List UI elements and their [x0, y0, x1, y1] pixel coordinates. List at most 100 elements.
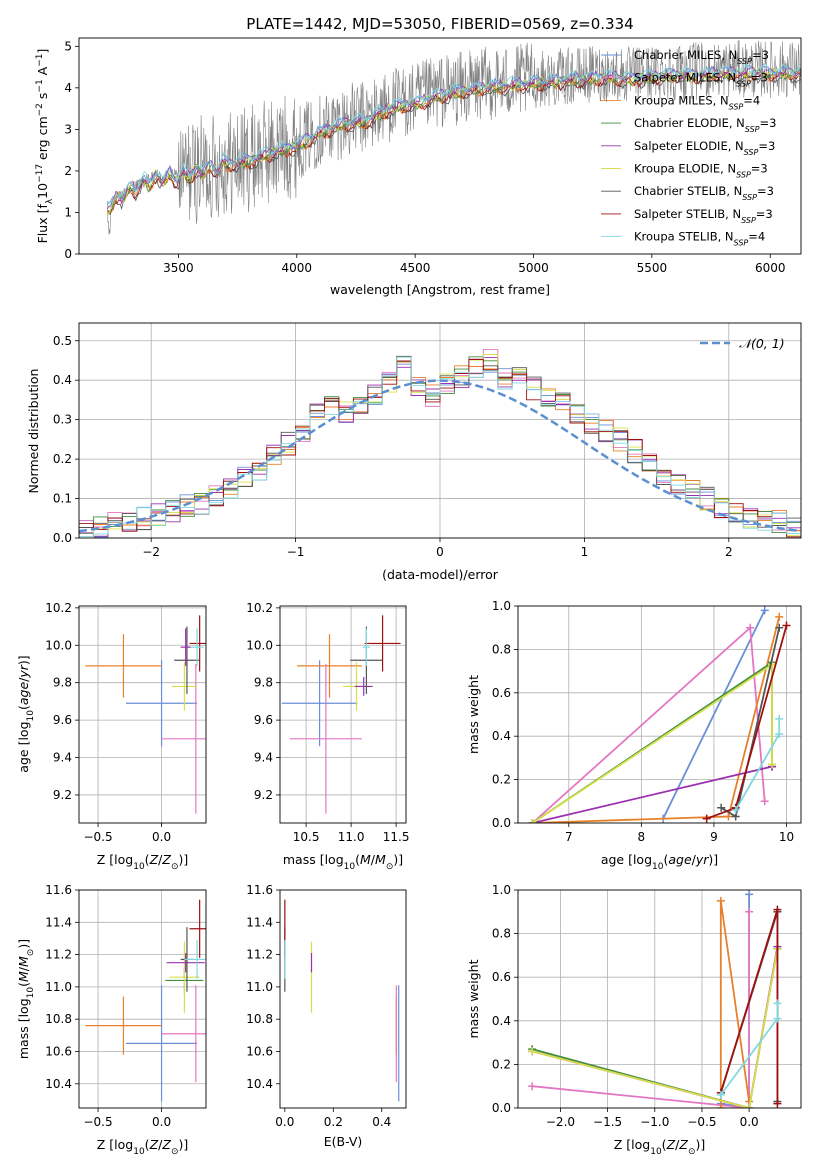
y-tick-label: 1.0 — [492, 883, 511, 897]
x-tick-label: 3500 — [163, 261, 194, 275]
y-axis-label: age [log10(age/yr)] — [16, 655, 36, 772]
y-tick-label: 1 — [64, 205, 72, 219]
x-tick-label: 9 — [710, 830, 718, 844]
plot-area — [518, 890, 801, 1108]
errorbar-kroupa-miles — [85, 996, 162, 1055]
y-tick-label: 9.6 — [53, 713, 72, 727]
x-tick-label: 2 — [725, 545, 733, 559]
x-tick-label: 0.0 — [275, 1115, 294, 1129]
y-tick-label: 10.6 — [246, 1044, 273, 1058]
y-tick-label: 10.6 — [45, 1044, 72, 1058]
y-tick-label: 9.6 — [254, 713, 273, 727]
weight-series-kroupa-stelib — [731, 714, 784, 814]
plot-area — [284, 899, 400, 1102]
weight-marker — [773, 905, 782, 914]
weight-line — [531, 625, 766, 823]
weight-marker — [702, 814, 711, 823]
y-tick-label: 0.6 — [492, 686, 511, 700]
y-tick-label: 10.4 — [45, 1077, 72, 1091]
x-tick-label: −1.0 — [640, 1115, 669, 1129]
y-tick-label: 9.8 — [53, 676, 72, 690]
y-tick-label: 9.2 — [254, 788, 273, 802]
legend-entry: Salpeter STELIB, NSSP=3 — [634, 207, 773, 225]
errorbar-chabrier-stelib — [174, 626, 200, 694]
axes-frame — [517, 605, 802, 824]
x-tick-label: −0.5 — [83, 1115, 112, 1129]
weight-marker — [782, 621, 791, 630]
x-axis-label: mass [log10(M/M⊙)] — [283, 852, 403, 872]
axes-frame — [517, 889, 802, 1109]
y-tick-label: 9.2 — [53, 788, 72, 802]
panel-weight_vs_age: 7 8 9 10 0.0 0.2 0.4 0.6 0.8 1.0 age [log10(age/yr… — [466, 599, 802, 872]
y-tick-label: 5 — [64, 39, 72, 53]
y-axis-label: Normed distribution — [26, 369, 41, 494]
x-tick-label: 4500 — [400, 261, 431, 275]
y-tick-label: 0.8 — [492, 927, 511, 941]
x-tick-label: 1 — [581, 545, 589, 559]
legend-entry: Chabrier STELIB, NSSP=3 — [634, 184, 774, 202]
y-tick-label: 11.2 — [246, 948, 273, 962]
plot-area — [79, 890, 206, 1108]
weight-marker — [746, 623, 755, 632]
weight-marker — [731, 805, 740, 814]
y-tick-label: 11.6 — [45, 883, 72, 897]
axes-frame — [78, 37, 802, 255]
y-tick-label: 0.0 — [492, 1101, 511, 1115]
x-tick-label: 0 — [436, 545, 444, 559]
plot-area — [280, 606, 406, 823]
weight-marker — [528, 1082, 537, 1091]
errorbar-salpeter-stelib — [364, 615, 401, 672]
normal-distribution-curve — [79, 379, 801, 533]
x-tick-label: 11.0 — [338, 830, 365, 844]
x-axis-label: wavelength [Angstrom, rest frame] — [330, 282, 550, 297]
x-tick-label: 6000 — [755, 261, 786, 275]
weight-marker — [767, 760, 776, 769]
axes-frame — [78, 322, 802, 539]
weight-marker — [745, 890, 754, 899]
errorbar-kroupa-stelib — [190, 628, 204, 666]
weight-line — [531, 948, 779, 1108]
weight-series-kroupa-elodie — [528, 660, 776, 823]
y-tick-label: 0.4 — [492, 1014, 511, 1028]
y-tick-label: 9.4 — [254, 751, 273, 765]
y-tick-label: 0.2 — [53, 452, 72, 466]
errorbar-salpeter-miles — [289, 663, 362, 814]
x-tick-label: 11.5 — [383, 830, 410, 844]
spectrum-legend: Chabrier MILES, NSSP=3 Salpeter MILES, NS… — [601, 48, 776, 247]
weight-marker — [775, 623, 784, 632]
x-tick-label: −2 — [142, 545, 160, 559]
y-tick-label: 0.2 — [492, 1057, 511, 1071]
y-tick-label: 10.8 — [45, 1012, 72, 1026]
x-axis-label: Z [log10(Z/Z⊙)] — [614, 1137, 706, 1157]
errorbar-kroupa-stelib — [362, 628, 370, 666]
x-tick-label: −1 — [287, 545, 305, 559]
x-tick-label: −0.5 — [687, 1115, 716, 1129]
panel-age_vs_mass: 10.5 11.0 11.5 9.2 9.4 9.6 9.8 10.0 10.2 mass [lo… — [246, 601, 409, 872]
y-tick-label: 10.2 — [45, 601, 72, 615]
weight-marker — [716, 1104, 725, 1108]
panel-age_vs_Z: −0.5 0.0 9.2 9.4 9.6 9.8 10.0 10.2 Z [log10(Z/Z⊙… — [16, 601, 207, 872]
y-tick-label: 0.8 — [492, 642, 511, 656]
weight-series-kroupa-stelib — [716, 999, 782, 1099]
y-tick-label: 10.4 — [246, 1077, 273, 1091]
weight-marker — [745, 1104, 754, 1108]
weight-line — [532, 765, 773, 823]
y-tick-label: 1.0 — [492, 599, 511, 613]
legend-entry: Salpeter MILES, NSSP=3 — [634, 71, 768, 89]
x-tick-label: 4000 — [282, 261, 313, 275]
panel-mass_vs_Z: −0.5 0.0 10.4 10.6 10.8 11.0 11.2 11.4 11.6 Z [lo… — [16, 883, 207, 1157]
weight-marker — [773, 999, 782, 1008]
y-tick-label: 0.0 — [492, 816, 511, 830]
x-tick-label: 10.5 — [293, 830, 320, 844]
axes-frame — [78, 889, 207, 1109]
figure-title: PLATE=1442, MJD=53050, FIBERID=0569, z=0… — [246, 15, 633, 33]
y-tick-label: 11.0 — [246, 980, 273, 994]
weight-marker — [775, 612, 784, 621]
panel-weight_vs_Z: −2.0 −1.5 −1.0 −0.5 0.0 0.0 0.2 0.4 0.6 0.8 1.0 Z [… — [466, 883, 802, 1157]
y-tick-label: 0.6 — [492, 970, 511, 984]
y-tick-label: 11.2 — [45, 948, 72, 962]
x-tick-label: 7 — [565, 830, 573, 844]
y-axis-label: mass weight — [466, 675, 481, 754]
weight-marker — [775, 714, 784, 723]
weight-line — [532, 911, 750, 1108]
